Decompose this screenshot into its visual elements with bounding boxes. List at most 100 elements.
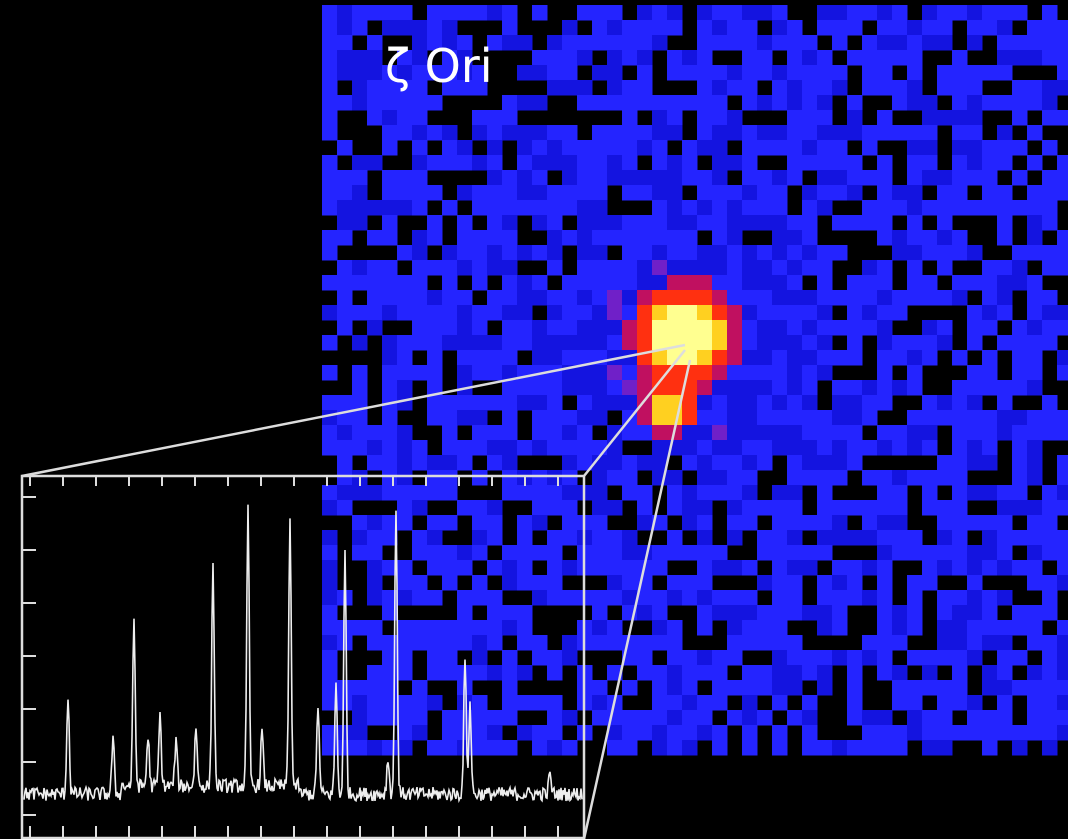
pixel [412, 20, 428, 36]
pixel [697, 290, 713, 306]
pixel [427, 530, 443, 546]
pixel [997, 50, 1013, 66]
pixel [997, 545, 1013, 561]
pixel [547, 470, 563, 486]
pixel [427, 260, 443, 276]
pixel [922, 155, 938, 171]
pixel [637, 65, 653, 81]
pixel [997, 260, 1013, 276]
pixel [712, 560, 728, 576]
pixel [742, 710, 758, 726]
pixel [847, 710, 863, 726]
pixel [547, 500, 563, 516]
pixel [892, 425, 908, 441]
pixel [1012, 560, 1028, 576]
pixel [772, 590, 788, 606]
pixel [472, 440, 488, 456]
pixel [952, 425, 968, 441]
pixel [622, 80, 638, 96]
pixel [367, 455, 383, 471]
pixel [967, 560, 983, 576]
pixel [877, 530, 893, 546]
pixel [802, 650, 818, 666]
pixel [802, 35, 818, 51]
pixel [322, 635, 338, 651]
pixel [442, 650, 458, 666]
pixel [457, 410, 473, 426]
pixel [952, 350, 968, 366]
pixel [787, 290, 803, 306]
pixel [877, 665, 893, 681]
pixel [922, 740, 938, 756]
pixel [562, 710, 578, 726]
pixel [712, 200, 728, 216]
pixel [382, 740, 398, 756]
pixel [697, 305, 713, 321]
pixel [712, 185, 728, 201]
pixel [952, 275, 968, 291]
pixel [577, 260, 593, 276]
pixel [742, 485, 758, 501]
pixel [1012, 605, 1028, 621]
pixel [952, 395, 968, 411]
pixel [472, 545, 488, 561]
pixel [937, 740, 953, 756]
pixel [1027, 710, 1043, 726]
pixel [367, 110, 383, 126]
pixel [1057, 575, 1068, 591]
pixel [1042, 185, 1058, 201]
pixel [742, 635, 758, 651]
pixel [727, 500, 743, 516]
pixel [352, 695, 368, 711]
pixel [502, 185, 518, 201]
pixel [787, 35, 803, 51]
pixel [787, 170, 803, 186]
pixel [382, 470, 398, 486]
pixel [727, 230, 743, 246]
pixel [742, 275, 758, 291]
pixel [982, 200, 998, 216]
pixel [727, 110, 743, 126]
pixel [877, 395, 893, 411]
pixel [847, 425, 863, 441]
pixel [967, 110, 983, 126]
pixel [772, 65, 788, 81]
pixel [727, 35, 743, 51]
pixel [802, 470, 818, 486]
pixel [472, 410, 488, 426]
pixel [877, 65, 893, 81]
pixel [742, 620, 758, 636]
pixel [907, 140, 923, 156]
pixel [757, 455, 773, 471]
pixel [472, 320, 488, 336]
pixel [487, 140, 503, 156]
pixel [937, 725, 953, 741]
pixel [652, 185, 668, 201]
pixel [817, 515, 833, 531]
pixel [697, 125, 713, 141]
pixel [562, 125, 578, 141]
pixel [757, 335, 773, 351]
pixel [1027, 50, 1043, 66]
pixel [412, 305, 428, 321]
pixel [727, 560, 743, 576]
pixel [577, 440, 593, 456]
pixel [1027, 500, 1043, 516]
pixel [817, 170, 833, 186]
pixel [727, 275, 743, 291]
pixel [1027, 125, 1043, 141]
pixel [337, 5, 353, 21]
pixel [727, 290, 743, 306]
pixel [562, 140, 578, 156]
pixel [772, 425, 788, 441]
pixel [742, 380, 758, 396]
pixel [802, 425, 818, 441]
pixel [412, 725, 428, 741]
pixel [367, 95, 383, 111]
pixel [787, 125, 803, 141]
pixel [907, 275, 923, 291]
pixel [862, 65, 878, 81]
pixel [712, 680, 728, 696]
pixel [997, 155, 1013, 171]
pixel [967, 545, 983, 561]
